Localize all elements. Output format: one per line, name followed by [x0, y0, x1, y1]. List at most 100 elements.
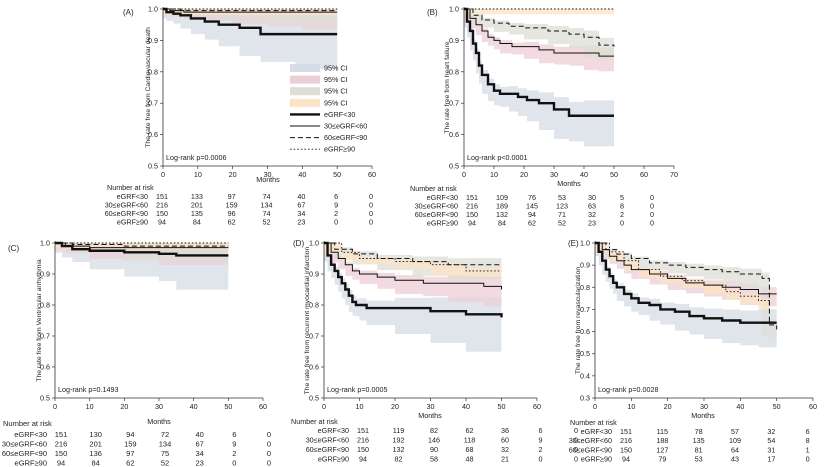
risk-value: 40	[195, 430, 203, 439]
risk-value: 53	[695, 455, 703, 464]
logrank-annotation: Log-rank p=0.0005	[327, 385, 388, 394]
y-tick-label: 0.5	[148, 162, 158, 171]
risk-value: 0	[369, 201, 373, 210]
y-tick-label: 0.6	[309, 363, 319, 372]
x-tick-label: 30	[550, 170, 558, 179]
legend-swatch	[290, 64, 320, 72]
risk-value: 23	[195, 459, 203, 467]
y-tick-label: 0.7	[449, 99, 459, 108]
x-axis-label: Months	[256, 175, 280, 184]
risk-row-label: eGRF≥90	[15, 459, 47, 467]
risk-value: 150	[357, 445, 369, 454]
risk-value: 109	[496, 193, 508, 202]
series-line-3	[595, 242, 778, 330]
risk-value: 159	[226, 201, 238, 210]
risk-value: 32	[501, 445, 509, 454]
risk-row-label: 30≤eGRF<60	[306, 436, 349, 445]
risk-value: 68	[466, 445, 474, 454]
ci-band-3	[464, 9, 614, 60]
risk-value: 34	[297, 209, 305, 218]
risk-value: 0	[574, 436, 578, 445]
risk-table-header: Number at risk	[3, 419, 52, 428]
risk-value: 23	[297, 218, 305, 227]
series-line-3	[464, 8, 615, 47]
y-tick-label: 0.5	[309, 394, 319, 403]
x-tick-label: 20	[120, 402, 128, 411]
risk-value: 84	[193, 218, 201, 227]
risk-row-label: 60≤eGRF<90	[569, 445, 612, 454]
panel-label: (A)	[123, 8, 134, 17]
ci-band-1	[464, 9, 614, 147]
risk-value: 9	[334, 201, 338, 210]
risk-value: 52	[263, 218, 271, 227]
risk-value: 189	[496, 202, 508, 211]
risk-value: 58	[430, 455, 438, 464]
risk-value: 0	[574, 426, 578, 435]
risk-value: 151	[357, 426, 369, 435]
y-tick-label: 0.9	[148, 36, 158, 45]
risk-row-label: 60≤eGRF<90	[105, 209, 148, 218]
risk-value: 146	[428, 436, 440, 445]
series-lines	[595, 241, 778, 330]
risk-value: 94	[468, 219, 476, 228]
risk-value: 0	[574, 445, 578, 454]
logrank-annotation: Log-rank p=0.0028	[598, 385, 659, 394]
x-axis-label: Months	[418, 411, 442, 420]
risk-row-label: 30≤eGRF<60	[2, 440, 47, 449]
y-tick-label: 1.0	[40, 239, 50, 248]
risk-value: 0	[267, 449, 271, 458]
legend: 95% CI 95% CI 95% CI 95% CI eGRF<30 30≤eGRF<6…	[290, 64, 367, 154]
risk-value: 0	[539, 455, 543, 464]
risk-value: 150	[466, 210, 478, 219]
risk-row-label: eGRF<30	[427, 193, 458, 202]
x-tick-label: 20	[391, 402, 399, 411]
risk-row-label: 30≤eGRF<60	[569, 436, 612, 445]
x-axis-label: Months	[147, 417, 171, 426]
y-tick-label: 0.5	[580, 349, 590, 358]
series-line-2	[324, 242, 502, 290]
risk-value: 2	[539, 445, 543, 454]
risk-value: 133	[191, 192, 203, 201]
x-tick-label: 10	[490, 170, 498, 179]
x-tick-label: 40	[736, 402, 744, 411]
risk-value: 136	[89, 449, 102, 458]
risk-value: 0	[650, 193, 654, 202]
risk-row-label: eGRF≥90	[318, 455, 349, 464]
risk-value: 84	[91, 459, 99, 467]
risk-row-label: 30≤eGRF<60	[415, 202, 458, 211]
x-tick-label: 60	[259, 402, 267, 411]
risk-value: 151	[55, 430, 68, 439]
legend-swatch	[290, 87, 320, 96]
risk-value: 145	[526, 202, 538, 211]
ci-band-3	[595, 243, 777, 340]
risk-value: 8	[620, 202, 624, 211]
risk-value: 32	[767, 427, 775, 436]
x-tick-label: 50	[773, 402, 781, 411]
risk-value: 134	[261, 201, 273, 210]
risk-value: 74	[263, 209, 271, 218]
series-line-2	[595, 242, 777, 295]
y-tick-label: 0.8	[40, 301, 50, 310]
risk-value: 67	[195, 440, 203, 449]
y-tick-label: 0.8	[309, 301, 319, 310]
risk-row-label: eGRF≥90	[581, 455, 612, 464]
x-tick-label: 40	[462, 402, 470, 411]
risk-table-header: Number at risk	[291, 417, 338, 426]
series-line-3	[163, 8, 338, 12]
risk-value: 216	[466, 202, 478, 211]
y-axis-label: The rate free from Ventricular arrhythmi…	[36, 259, 43, 382]
risk-value: 0	[232, 459, 236, 467]
legend-label: eGRF<30	[324, 110, 355, 119]
panel-label: (C)	[8, 244, 19, 253]
risk-value: 43	[731, 455, 739, 464]
y-axis-label: The rate free from revascularization	[575, 267, 582, 375]
series-line-1	[55, 241, 229, 257]
legend-item: eGRF≥90	[290, 145, 355, 154]
risk-value: 94	[126, 430, 134, 439]
risk-value: 9	[539, 436, 543, 445]
legend-label: 30≤eGRF<60	[324, 122, 367, 131]
x-tick-label: 50	[498, 402, 506, 411]
risk-row-label: eGRF≥90	[117, 218, 148, 227]
risk-row-label: 60≤eGRF<90	[306, 445, 349, 454]
y-tick-label: 0.5	[40, 394, 50, 403]
